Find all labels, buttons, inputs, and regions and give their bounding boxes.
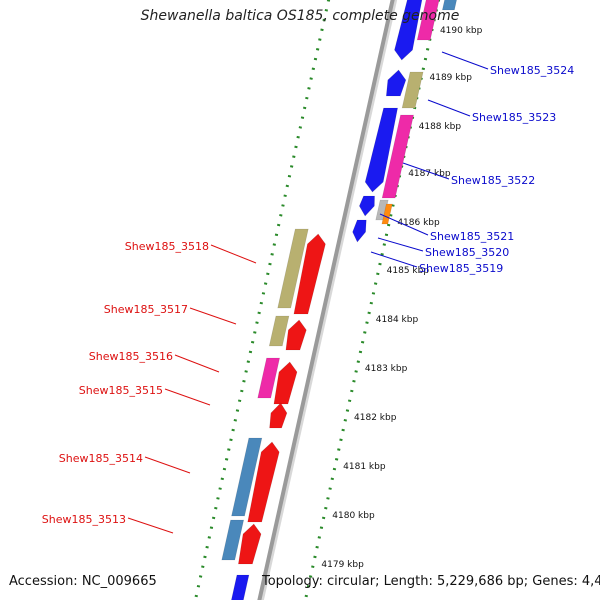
scale-label: 4184 kbp — [376, 315, 419, 325]
gene-forward-blue[interactable] — [359, 195, 375, 217]
accession-text: Accession: NC_009665 — [9, 574, 157, 589]
gene-forward-blue[interactable] — [385, 69, 407, 97]
gene-forward-pink[interactable] — [416, 0, 441, 41]
gene-reverse-steel[interactable] — [221, 519, 245, 561]
forward-label-leader — [377, 237, 424, 252]
scale-label: 4190 kbp — [440, 26, 483, 36]
scale-label: 4189 kbp — [430, 73, 473, 83]
reverse-label-leader — [127, 517, 174, 534]
gene-forward-khaki[interactable] — [401, 71, 424, 109]
reverse-label-leader — [164, 388, 211, 406]
reverse-gene-label[interactable]: Shew185_3516 — [89, 350, 173, 363]
scale-label: 4180 kbp — [332, 511, 375, 521]
scale-label: 4185 kbp — [387, 266, 430, 276]
gene-reverse-pink[interactable] — [257, 357, 280, 399]
gene-reverse-red[interactable] — [293, 233, 326, 315]
gene-reverse-red[interactable] — [285, 319, 307, 351]
gene-reverse-khaki[interactable] — [277, 228, 309, 309]
gene-forward-steel[interactable] — [442, 0, 458, 11]
forward-label-leader — [402, 162, 450, 180]
forward-label-leader — [379, 213, 429, 236]
forward-gene-label[interactable]: Shew185_3520 — [425, 246, 509, 259]
forward-label-leader — [370, 251, 418, 268]
gene-forward-blue[interactable] — [352, 219, 367, 243]
scale-label: 4187 kbp — [408, 169, 451, 179]
gene-forward-pink[interactable] — [381, 114, 414, 199]
reverse-gene-label[interactable]: Shew185_3513 — [42, 513, 126, 526]
reverse-gene-label[interactable]: Shew185_3517 — [104, 303, 188, 316]
gene-reverse-red[interactable] — [247, 441, 280, 523]
forward-label-leader — [427, 99, 471, 117]
gene-reverse-blue[interactable] — [229, 574, 250, 600]
scale-label: 4182 kbp — [354, 413, 397, 423]
map-title: Shewanella baltica OS185, complete genom… — [140, 8, 460, 24]
reverse-label-leader — [189, 307, 237, 325]
forward-gene-label[interactable]: Shew185_3523 — [472, 111, 556, 124]
reverse-gene-label[interactable]: Shew185_3515 — [79, 384, 163, 397]
chromosome-backbone — [257, 0, 395, 600]
forward-gene-label[interactable]: Shew185_3522 — [451, 174, 535, 187]
forward-gene-label[interactable]: Shew185_3524 — [490, 64, 574, 77]
forward-gene-label[interactable]: Shew185_3521 — [430, 230, 514, 243]
reverse-label-leader — [174, 354, 220, 373]
forward-label-leader — [441, 51, 489, 70]
gene-reverse-khaki[interactable] — [268, 315, 290, 347]
gene-forward-blue[interactable] — [364, 107, 398, 193]
gene-reverse-red[interactable] — [269, 402, 288, 429]
gene-forward-orange[interactable] — [381, 203, 393, 225]
reverse-gene-label[interactable]: Shew185_3518 — [125, 240, 209, 253]
scale-label: 4183 kbp — [365, 364, 408, 374]
gene-reverse-steel[interactable] — [231, 437, 263, 517]
backbone-shadow — [260, 0, 398, 600]
reverse-label-leader — [210, 244, 257, 264]
gene-forward-blue[interactable] — [394, 0, 424, 61]
topology-text: Topology: circular; Length: 5,229,686 bp… — [262, 574, 600, 589]
reverse-label-leader — [144, 456, 191, 474]
scale-label: 4179 kbp — [321, 560, 364, 570]
forward-gene-label[interactable]: Shew185_3519 — [419, 262, 503, 275]
gene-reverse-red[interactable] — [238, 523, 262, 565]
reverse-gene-label[interactable]: Shew185_3514 — [59, 452, 143, 465]
scale-label: 4181 kbp — [343, 462, 386, 472]
scale-label: 4186 kbp — [397, 218, 440, 228]
scale-label: 4188 kbp — [419, 122, 462, 132]
